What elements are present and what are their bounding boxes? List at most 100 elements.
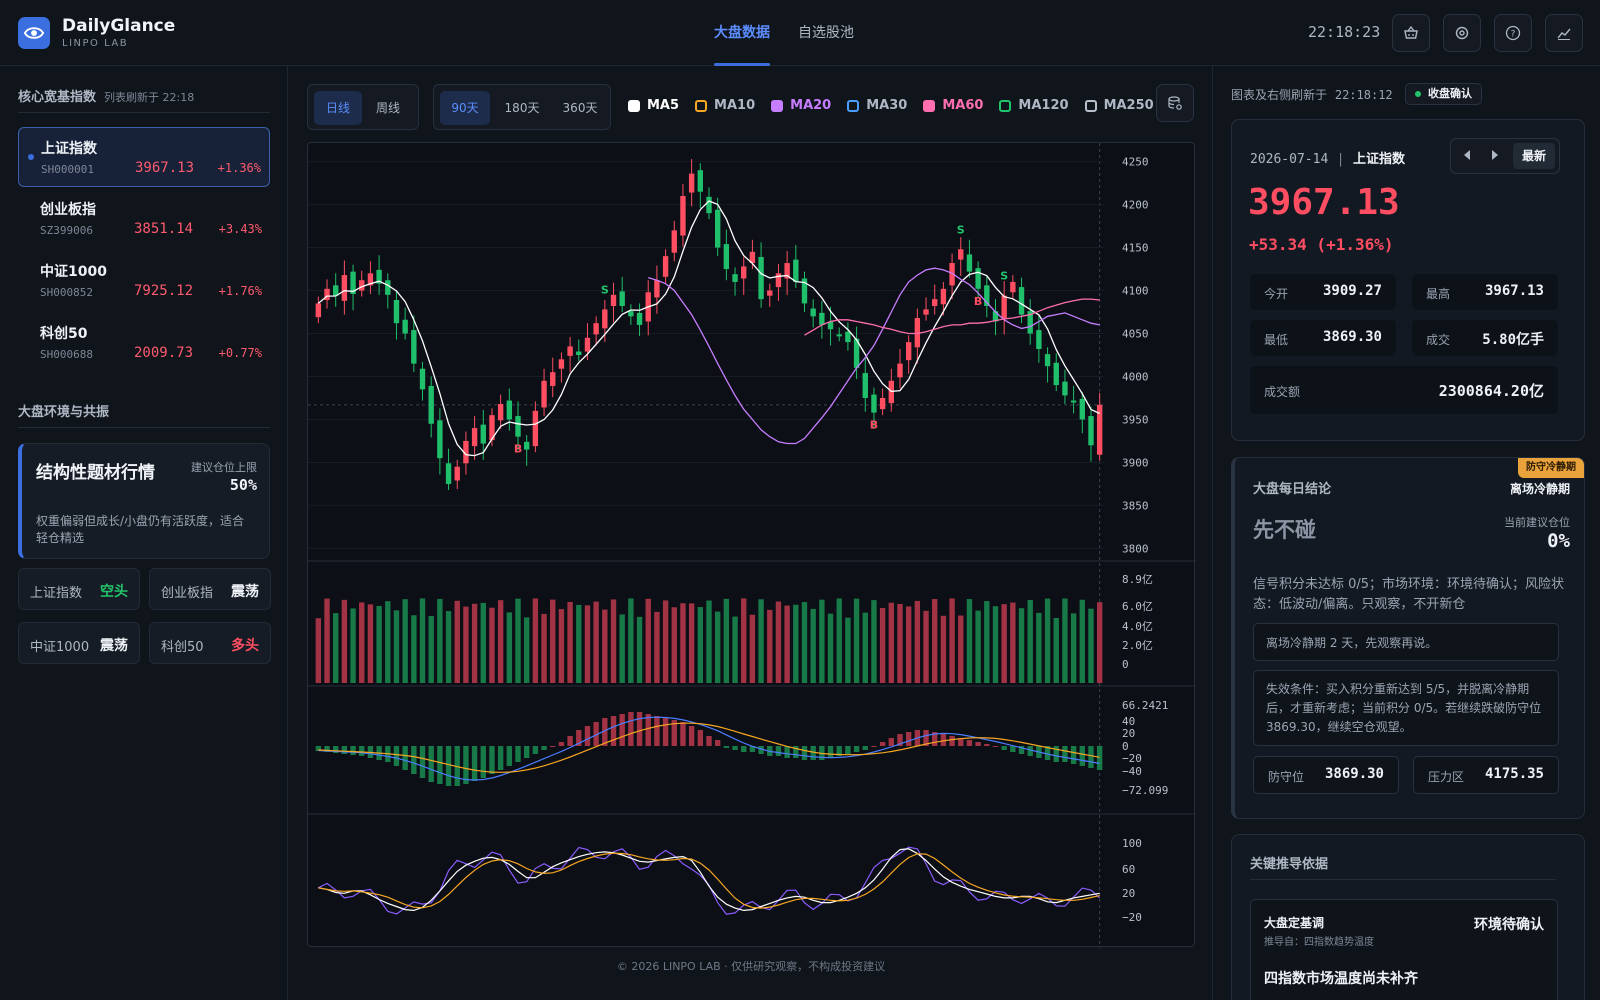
candle-body: [1044, 354, 1051, 367]
candle-body: [801, 278, 808, 304]
volume-bar: [853, 598, 860, 683]
kdj-tick-label: −20: [1122, 911, 1142, 924]
settings-button[interactable]: [1443, 14, 1481, 52]
volume-bar: [636, 616, 643, 683]
next-day-button[interactable]: [1489, 148, 1501, 166]
clock: 22:18:23: [1308, 23, 1381, 41]
candle-body: [1096, 404, 1103, 455]
divider: [18, 427, 270, 428]
legend-item-ma30[interactable]: MA30: [847, 98, 907, 113]
basket-button[interactable]: [1392, 14, 1430, 52]
latest-button[interactable]: 最新: [1513, 143, 1555, 169]
candle-body: [862, 373, 868, 398]
prev-day-button[interactable]: [1461, 148, 1473, 166]
stat-open: 今开 3909.27: [1250, 274, 1396, 310]
stat-turnover: 成交额 2300864.20亿: [1250, 366, 1558, 414]
candle-body: [723, 244, 730, 270]
legend-item-ma10[interactable]: MA10: [695, 98, 755, 113]
volume-bar: [437, 598, 443, 683]
confirm-badge-text: 收盘确认: [1428, 87, 1472, 100]
volume-bar: [359, 602, 365, 683]
macd-bar: [654, 716, 660, 746]
volume-bar: [385, 601, 391, 683]
candle-body: [758, 257, 764, 300]
index-name: 创业板指: [40, 202, 96, 218]
volume-bar: [419, 598, 426, 683]
main-nav: 大盘数据 自选股池: [714, 0, 882, 66]
cooldown-tag: 离场冷静期: [1509, 482, 1570, 496]
help-button[interactable]: ?: [1494, 14, 1532, 52]
legend-swatch-icon: [847, 99, 860, 112]
legend-item-ma120[interactable]: MA120: [999, 98, 1069, 113]
basis-item[interactable]: 大盘定基调 推导自：四指数趋势温度 环境待确认 四指数市场温度尚未补齐: [1250, 899, 1558, 1000]
range-180-button[interactable]: 180天: [504, 101, 540, 115]
index-item-sh000852[interactable]: 中证1000 SH000852 7925.12 +1.76%: [18, 251, 270, 311]
legend-item-ma20[interactable]: MA20: [771, 98, 831, 113]
macd-bar: [662, 718, 669, 746]
candle-body: [775, 273, 782, 288]
macd-tick-label: −20: [1122, 752, 1142, 765]
stat-value: 2300864.20亿: [1438, 382, 1544, 400]
volume-bar: [411, 615, 417, 683]
trend-button[interactable]: [1545, 14, 1583, 52]
stat-volume: 成交 5.80亿手: [1412, 320, 1558, 356]
ma20-line: [648, 267, 1100, 445]
weekly-button[interactable]: 周线: [375, 101, 400, 115]
volume-bar: [497, 600, 504, 683]
volume-bar: [671, 607, 677, 683]
candle-body: [333, 285, 339, 296]
legend-item-ma60[interactable]: MA60: [923, 98, 983, 113]
legend-item-ma250[interactable]: MA250: [1084, 98, 1154, 113]
volume-bar: [793, 604, 799, 683]
stat-value: 3967.13: [1484, 283, 1544, 299]
range-360-button[interactable]: 360天: [562, 101, 598, 115]
legend-swatch-icon: [1084, 99, 1097, 112]
macd-bar: [714, 740, 721, 746]
macd-bar: [445, 746, 452, 786]
daily-button[interactable]: 日线: [314, 91, 362, 125]
candle-body: [741, 266, 747, 279]
price-tick-label: 4250: [1122, 156, 1149, 169]
candle-body: [524, 441, 530, 450]
macd-bar: [315, 746, 322, 751]
candle-body: [506, 400, 513, 420]
stock-chart[interactable]: 4250 4200 4150 4100 4050 4000 3950 3900 3850 3800…: [307, 142, 1196, 948]
macd-bar: [550, 746, 556, 747]
conclusion-desc: 信号积分未达标 0/5；市场环境：环境待确认；风险状态：低波动/偏离。只观察，不…: [1253, 577, 1565, 612]
macd-bar: [333, 746, 339, 753]
chart-settings-button[interactable]: [1156, 84, 1194, 122]
volume-bar: [784, 605, 790, 683]
range-90-button[interactable]: 90天: [440, 91, 490, 125]
macd-bar: [793, 746, 799, 758]
chart-svg[interactable]: 4250420041504100405040003950390038503800…: [308, 143, 1196, 948]
tab-market-data[interactable]: 大盘数据: [714, 0, 770, 66]
candle-body: [654, 280, 660, 298]
candle-body: [671, 230, 677, 253]
state-value: 震荡: [231, 584, 259, 600]
macd-bar: [723, 746, 730, 748]
legend-label: MA30: [866, 98, 908, 113]
volume-bar: [949, 598, 955, 683]
right-panel: 图表及右侧刷新于 22:18:12 收盘确认 2026-07-14 | 上证指数…: [1212, 66, 1600, 1000]
macd-bar: [984, 744, 990, 746]
quote-card: 2026-07-14 | 上证指数 最新 3967.13 +53.34 (+1.…: [1231, 119, 1585, 441]
index-item-sh000001[interactable]: 上证指数 SH000001 3967.13 +1.36%: [18, 127, 270, 187]
candle-body: [602, 309, 608, 329]
volume-bar: [1062, 598, 1068, 683]
stat-label: 最低: [1264, 333, 1289, 347]
candle-body: [793, 259, 799, 282]
candle-body: [497, 403, 504, 421]
candle-body: [905, 342, 912, 361]
volume-bar: [888, 602, 894, 683]
volume-bar: [914, 600, 921, 683]
volume-bar: [845, 617, 851, 683]
macd-bar: [966, 740, 973, 746]
index-item-sh000688[interactable]: 科创50 SH000688 2009.73 +0.77%: [18, 313, 270, 373]
stat-value: 3869.30: [1322, 329, 1382, 345]
volume-bar: [879, 607, 886, 683]
index-item-sz399006[interactable]: 创业板指 SZ399006 3851.14 +3.43%: [18, 189, 270, 249]
macd-bar: [567, 736, 573, 746]
tab-watchlist[interactable]: 自选股池: [798, 25, 854, 41]
legend-item-ma5[interactable]: MA5: [628, 98, 679, 113]
candle-body: [914, 318, 921, 348]
